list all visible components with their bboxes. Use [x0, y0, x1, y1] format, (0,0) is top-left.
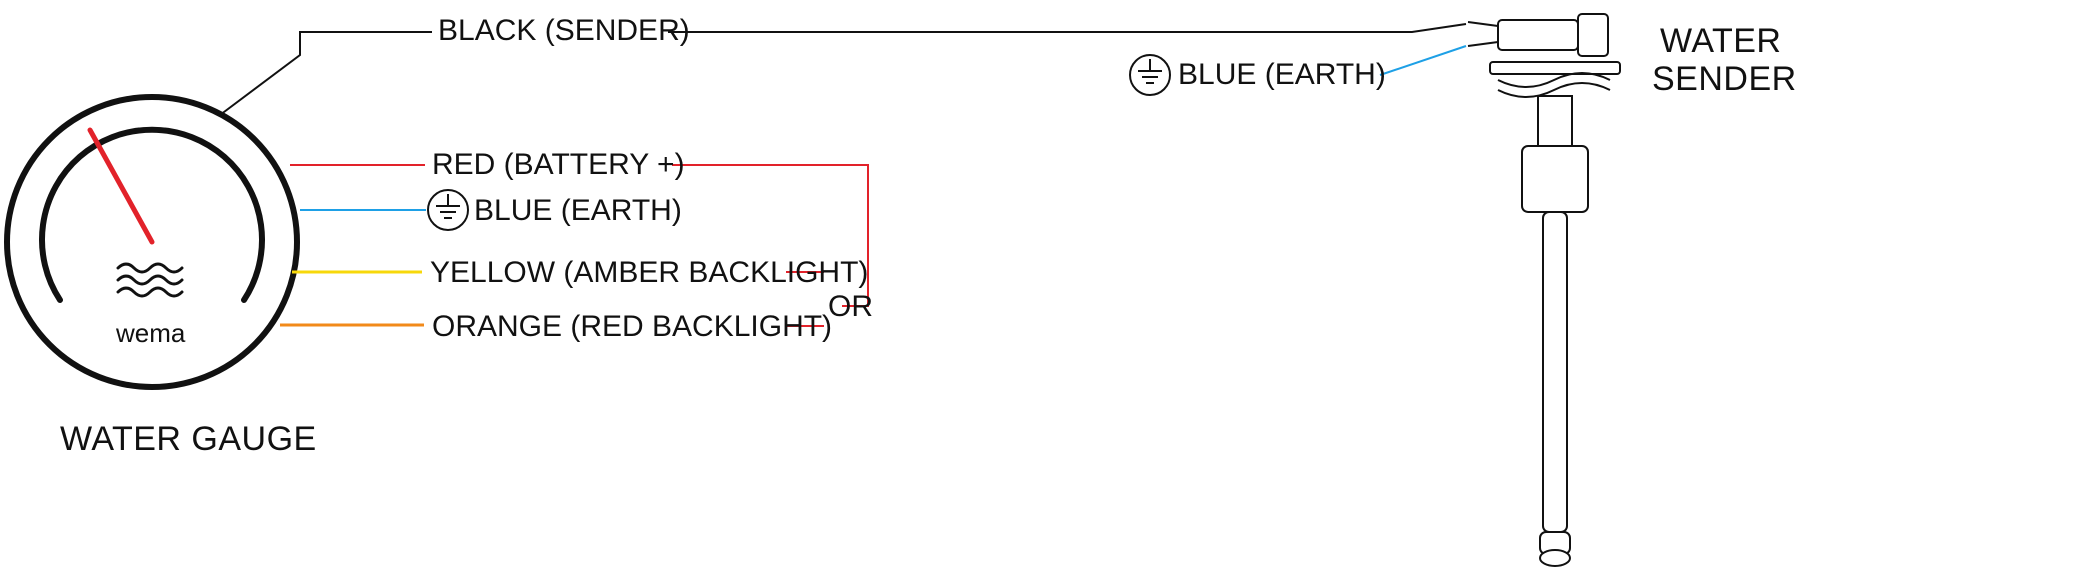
wire-blue-sender	[1380, 46, 1466, 75]
wiring-diagram: BLACK (SENDER) RED (BATTERY +) BLUE (EAR…	[0, 0, 2088, 585]
label-blue-sender: BLUE (EARTH)	[1178, 58, 1386, 92]
label-red: RED (BATTERY +)	[432, 148, 685, 182]
sender-caption-1: WATER	[1660, 22, 1781, 61]
gauge-brand: wema	[116, 318, 185, 349]
label-or: OR	[828, 290, 873, 324]
water-sender-unit	[1468, 14, 1620, 566]
label-orange: ORANGE (RED BACKLIGHT)	[432, 310, 832, 344]
sender-caption-2: SENDER	[1652, 60, 1797, 99]
label-blue-gauge: BLUE (EARTH)	[474, 194, 682, 228]
earth-symbol-icon-2	[1130, 55, 1170, 95]
earth-symbol-icon	[428, 190, 468, 230]
label-black: BLACK (SENDER)	[438, 14, 690, 48]
wire-black-to-sender	[668, 24, 1466, 32]
wire-black	[220, 32, 432, 115]
label-yellow: YELLOW (AMBER BACKLIGHT)	[430, 256, 868, 290]
gauge-caption: WATER GAUGE	[60, 420, 317, 459]
